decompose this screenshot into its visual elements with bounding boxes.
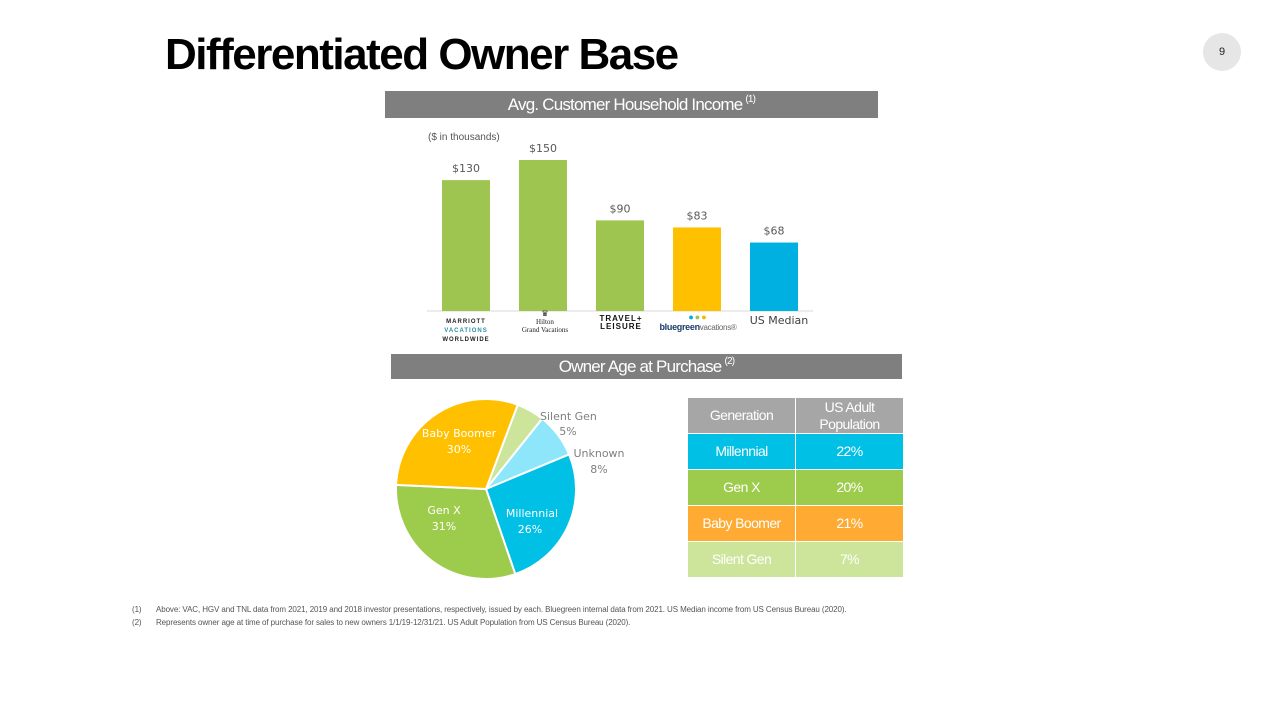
table-cell-generation: Gen X [687, 469, 796, 506]
pie-slice-value: 8% [590, 463, 607, 476]
bar-value-label: $150 [529, 142, 557, 155]
pie-slice-value: 26% [518, 523, 542, 536]
tl-logo-line1: TRAVEL+ [599, 314, 643, 323]
bluegreen-logo-light: vacations [699, 323, 731, 332]
table-cell-population: 20% [795, 469, 904, 506]
table-header-row: Generation US Adult Population [687, 397, 904, 434]
marriott-logo-line3: WORLDWIDE [442, 337, 490, 343]
hilton-crest-icon: ♛ [541, 309, 549, 318]
bar [519, 160, 567, 311]
footnote-text: Above: VAC, HGV and TNL data from 2021, … [156, 605, 847, 614]
marriott-logo-line2: VACATIONS [444, 328, 488, 334]
hilton-logo-line1: Hilton [536, 318, 554, 326]
marriott-vacations-logo: MARRIOTT VACATIONS WORLDWIDE [440, 318, 492, 345]
table-cell-generation: Silent Gen [687, 541, 796, 578]
bar [442, 180, 490, 311]
footnote-item: (2) Represents owner age at time of purc… [132, 616, 847, 629]
pie-slice [395, 398, 519, 491]
bluegreen-logo-mark: ® [730, 323, 737, 332]
age-section-title: Owner Age at Purchase [558, 356, 723, 376]
pie-slice-label: Baby Boomer [422, 427, 497, 440]
pie-slice-label: Silent Gen [540, 410, 597, 423]
table-row: Baby Boomer 21% [687, 505, 904, 542]
owner-age-pie-chart: Silent Gen 5% Unknown 8% Millennial 26% Gen X 3… [395, 398, 625, 580]
table-row: Millennial 22% [687, 433, 904, 470]
income-section-banner: Avg. Customer Household Income (1) [385, 91, 878, 118]
age-footnote-ref: (2) [724, 356, 735, 367]
age-section-banner: Owner Age at Purchase (2) [391, 354, 902, 379]
pie-slice-value: 5% [559, 425, 576, 438]
pie-slice [395, 483, 517, 580]
table-cell-generation: Millennial [687, 433, 796, 470]
table-cell-generation: Baby Boomer [687, 505, 796, 542]
bar-value-label: $90 [610, 202, 631, 215]
pie-slice-label: Millennial [506, 507, 558, 520]
income-footnote-ref: (1) [745, 94, 756, 105]
pie-slice-label: Gen X [427, 504, 461, 517]
footnotes: (1) Above: VAC, HGV and TNL data from 20… [132, 603, 847, 629]
table-row: Gen X 20% [687, 469, 904, 506]
bar [596, 220, 644, 311]
table-row: Silent Gen 7% [687, 541, 904, 578]
travel-leisure-logo: TRAVEL+ LEISURE [594, 315, 648, 331]
us-median-label: US Median [749, 314, 809, 327]
income-units-label: ($ in thousands) [428, 132, 500, 143]
page-title: Differentiated Owner Base [165, 30, 679, 79]
table-cell-population: 21% [795, 505, 904, 542]
bar-value-label: $130 [452, 162, 480, 175]
footnote-item: (1) Above: VAC, HGV and TNL data from 20… [132, 603, 847, 616]
hilton-grand-vacations-logo: ♛ Hilton Grand Vacations [514, 309, 576, 335]
bar [750, 242, 798, 311]
footnote-number: (2) [132, 618, 142, 627]
bar [673, 227, 721, 311]
bar-value-label: $68 [764, 225, 785, 238]
page-number-badge: 9 [1203, 33, 1241, 71]
pie-slice-value: 31% [432, 520, 456, 533]
bluegreen-dots-icon: ●●● [688, 312, 708, 322]
bluegreen-vacations-logo: ●●● bluegreenvacations® [656, 312, 740, 333]
us-adult-population-table: Generation US Adult Population Millennia… [687, 397, 904, 578]
pie-slice [484, 453, 577, 576]
footnote-text: Represents owner age at time of purchase… [156, 618, 631, 627]
bluegreen-logo-bold: bluegreen [659, 322, 700, 332]
income-section-title: Avg. Customer Household Income [507, 94, 743, 114]
hilton-logo-line2: Grand Vacations [521, 326, 569, 334]
pie-slice-label: Unknown [573, 447, 624, 460]
tl-logo-line2: LEISURE [600, 322, 642, 331]
bar-value-label: $83 [687, 209, 708, 222]
table-header-generation: Generation [687, 397, 796, 434]
footnote-number: (1) [132, 605, 142, 614]
pie-slice-value: 30% [447, 443, 471, 456]
table-cell-population: 22% [795, 433, 904, 470]
table-header-population: US Adult Population [795, 397, 904, 434]
table-cell-population: 7% [795, 541, 904, 578]
marriott-logo-line1: MARRIOTT [446, 319, 486, 325]
